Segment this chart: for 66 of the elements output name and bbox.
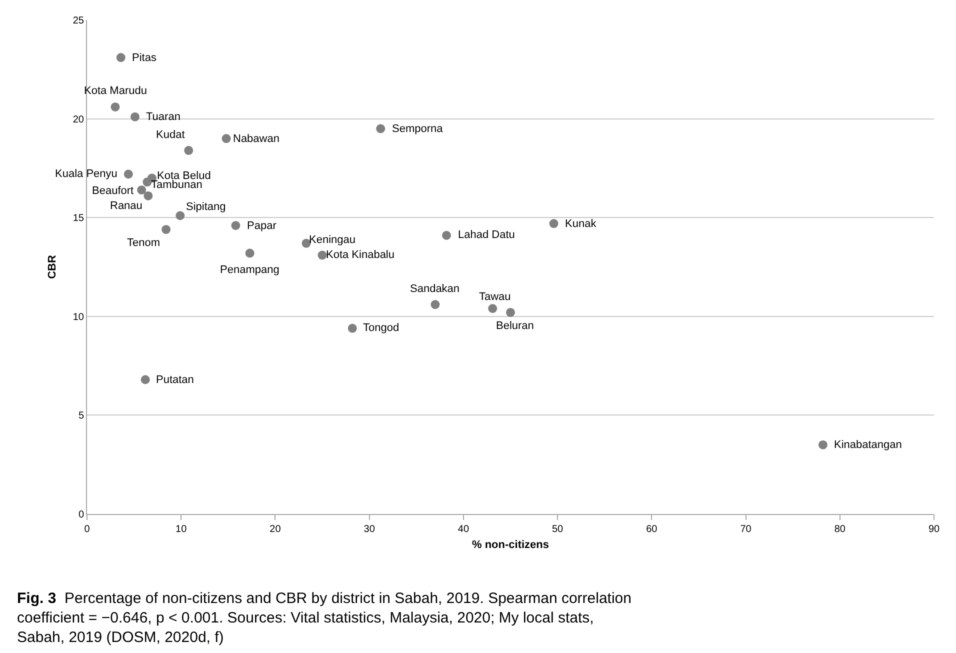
point (488, 304, 498, 313)
point (818, 440, 828, 450)
x-tick-label: 40 (458, 524, 470, 535)
annotation: Kota Kinabalu (326, 249, 394, 261)
point (142, 178, 152, 187)
annotation: Sandakan (410, 283, 460, 295)
x-tick-label: 10 (176, 524, 188, 535)
annotation: Tongod (363, 322, 400, 334)
annotation: Nabawan (233, 133, 280, 145)
point (162, 224, 171, 234)
annotation: Pitas (132, 52, 157, 64)
point (184, 146, 194, 155)
point (222, 134, 231, 144)
annotation: Tuaran (146, 111, 180, 123)
annotation: Semporna (392, 123, 444, 135)
y-tick-label: 20 (72, 114, 84, 126)
x-tick-label: 60 (646, 524, 658, 535)
x-tick-label: 20 (270, 524, 282, 535)
point (124, 170, 133, 179)
annotation: Kudat (156, 129, 185, 141)
x-axis-title: % non-citizens (472, 539, 550, 552)
point (110, 102, 120, 112)
annotation: Kinabatangan (834, 439, 902, 451)
point (318, 250, 327, 260)
x-tick-label: 90 (928, 524, 940, 535)
point (549, 219, 558, 228)
annotation: Papar (247, 220, 277, 232)
annotation: Putatan (156, 374, 194, 386)
point (176, 211, 185, 220)
annotation: Penampang (220, 264, 280, 276)
annotation: Tenom (127, 237, 160, 249)
annotation: Keningau (309, 234, 356, 246)
point (348, 324, 357, 333)
y-tick-label: 5 (78, 410, 84, 422)
point (506, 308, 515, 317)
annotation: Tambunan (151, 179, 202, 191)
point (130, 112, 140, 122)
point (231, 221, 240, 230)
annotation: Kunak (565, 218, 597, 230)
annotation: Tawau (479, 291, 511, 303)
annotation: Kuala Penyu (55, 168, 118, 180)
annotation: Ranau (110, 200, 142, 212)
y-tick-label: 25 (72, 16, 84, 26)
annotation: Kota Belud (157, 170, 211, 182)
point (144, 191, 153, 200)
y-axis-title: CBR (46, 255, 59, 279)
y-tick-label: 0 (78, 510, 84, 520)
point (245, 248, 254, 258)
point (376, 124, 386, 134)
point (430, 300, 440, 310)
caption: Fig. 3 (17, 590, 56, 607)
annotation: Lahad Datu (458, 229, 515, 241)
x-tick-label: 50 (552, 524, 564, 535)
x-tick-label: 80 (834, 524, 846, 535)
point (140, 375, 150, 384)
x-tick-label: 30 (364, 524, 376, 535)
y-tick-label: 15 (72, 213, 84, 224)
x-tick-label: 70 (740, 524, 752, 535)
annotation: Kota Marudu (84, 85, 147, 97)
point (116, 53, 126, 62)
annotation: Beluran (496, 320, 534, 332)
y-tick-label: 10 (72, 312, 84, 323)
point (442, 230, 451, 240)
annotation: Sipitang (186, 201, 226, 213)
point (137, 185, 146, 194)
annotation: Beaufort (92, 185, 134, 197)
